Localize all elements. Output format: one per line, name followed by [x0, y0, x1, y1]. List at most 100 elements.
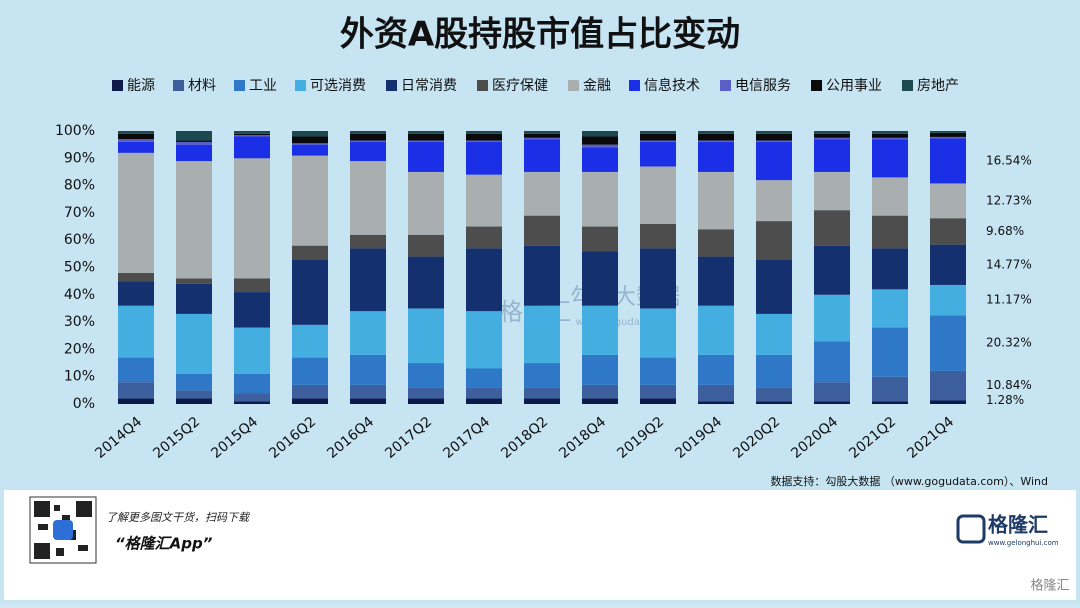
bar-segment: [582, 305, 618, 355]
bar-segment: [118, 272, 154, 282]
bar-segment: [350, 140, 386, 142]
annotation: 1.28%: [986, 393, 1024, 407]
annotation: 16.54%: [986, 153, 1032, 167]
bar-segment: [814, 133, 850, 138]
bar-segment: [872, 376, 908, 402]
qr-code: [29, 496, 97, 564]
bar-segment: [466, 140, 502, 142]
legend-label: 公用事业: [826, 78, 882, 94]
bar-segment: [292, 245, 328, 260]
bar-segment: [176, 131, 212, 141]
chart-title: 外资A股持股市值占比变动: [340, 15, 740, 55]
bar-segment: [698, 171, 734, 230]
legend-label: 房地产: [917, 78, 959, 94]
bar-segment: [118, 382, 154, 399]
bar-segment: [350, 311, 386, 355]
bar-segment: [698, 133, 734, 141]
bar-segment: [466, 174, 502, 227]
bar-segment: [350, 161, 386, 235]
bar-segment: [176, 283, 212, 314]
bar-segment: [176, 140, 212, 142]
bar-segment: [408, 171, 444, 235]
legend-label: 材料: [188, 78, 216, 94]
bar-segment: [582, 354, 618, 385]
bar-segment: [176, 390, 212, 399]
bar-segment: [176, 144, 212, 162]
bar-segment: [118, 133, 154, 140]
legend-label: 日常消费: [401, 78, 457, 94]
bar-segment: [582, 226, 618, 252]
y-tick-label: 90%: [64, 150, 95, 166]
bar-segment: [408, 363, 444, 388]
bar-segment: [814, 131, 850, 134]
bar-segment: [350, 384, 386, 399]
bar-segment: [698, 384, 734, 402]
bar-segment: [234, 327, 270, 374]
bar-segment: [930, 315, 966, 371]
bar-segment: [524, 133, 560, 138]
bar-segment: [176, 398, 212, 404]
bar-segment: [640, 223, 676, 249]
legend-swatch: [295, 80, 306, 91]
bar-segment: [292, 144, 328, 156]
bar-segment: [930, 400, 966, 404]
bar-segment: [814, 171, 850, 211]
bar-segment: [814, 401, 850, 404]
bar-segment: [814, 210, 850, 246]
bar-segment: [466, 311, 502, 369]
logo-icon: [956, 514, 986, 544]
bar-segment: [698, 141, 734, 172]
bar-segment: [350, 354, 386, 385]
annotation: 10.84%: [986, 378, 1032, 392]
bar-segment: [234, 158, 270, 279]
bar-segment: [756, 313, 792, 355]
bar-segment: [582, 171, 618, 227]
bar-segment: [408, 387, 444, 399]
bar-segment: [234, 131, 270, 134]
y-tick-label: 40%: [64, 287, 95, 303]
logo: 格隆汇: [988, 513, 1048, 537]
footer-panel: [4, 490, 1076, 600]
bar-segment: [524, 131, 560, 134]
legend-swatch: [811, 80, 822, 91]
bar-segment: [872, 289, 908, 328]
bar-segment: [814, 137, 850, 140]
bar-segment: [872, 139, 908, 178]
bar-segment: [582, 251, 618, 306]
annotation: 20.32%: [986, 336, 1032, 350]
bar-segment: [756, 354, 792, 388]
bar-segment: [930, 136, 966, 139]
annotation: 9.68%: [986, 224, 1024, 238]
bar-segment: [408, 133, 444, 141]
bar-segment: [524, 215, 560, 246]
bar-segment: [582, 384, 618, 399]
source: 数据支持：勾股大数据 （www.gogudata.com）、Wind: [770, 474, 1048, 488]
bar-segment: [582, 136, 618, 145]
bar-segment: [408, 398, 444, 404]
bar-segment: [872, 133, 908, 138]
bar-segment: [524, 245, 560, 306]
bar-segment: [292, 155, 328, 246]
bar-segment: [756, 131, 792, 134]
legend-label: 信息技术: [644, 77, 700, 94]
bar-segment: [640, 131, 676, 134]
bar-segment: [234, 133, 270, 136]
bar-segment: [756, 141, 792, 181]
bar-segment: [176, 161, 212, 279]
bar-segment: [466, 248, 502, 312]
bar-segment: [118, 141, 154, 153]
bar-segment: [234, 393, 270, 402]
y-tick-label: 0%: [73, 396, 95, 412]
bar-segment: [292, 136, 328, 144]
bar-segment: [466, 131, 502, 134]
logo-url: www.gelonghui.com: [988, 539, 1059, 547]
bar-segment: [756, 401, 792, 404]
y-tick-label: 60%: [64, 232, 95, 248]
legend-label: 电信服务: [735, 78, 791, 94]
bar-segment: [118, 281, 154, 306]
bar-segment: [640, 308, 676, 358]
bar-segment: [118, 139, 154, 142]
bar-segment: [466, 226, 502, 249]
bar-segment: [872, 248, 908, 290]
bar-segment: [640, 140, 676, 142]
